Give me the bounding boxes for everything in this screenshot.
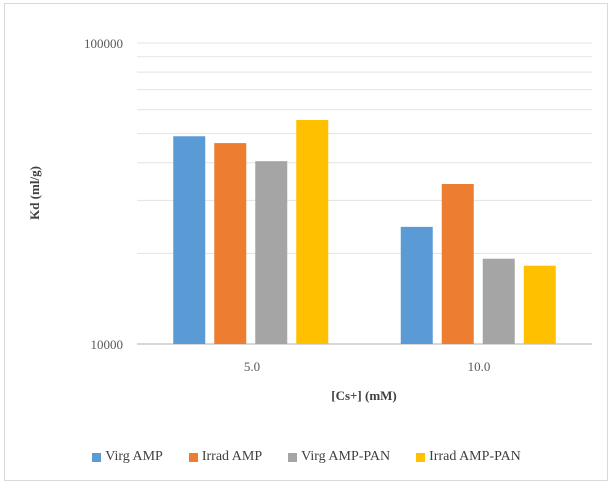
legend-item-virg-amp-pan: Virg AMP-PAN	[288, 449, 390, 465]
legend-label-virg-amp-pan: Virg AMP-PAN	[301, 449, 391, 464]
y-axis-title: Kd (ml/g)	[27, 166, 42, 220]
bar-irrad-amp-10-0	[441, 184, 474, 344]
legend-label-irrad-amp-pan: Irrad AMP-PAN	[429, 449, 521, 464]
legend-item-irrad-amp-pan: Irrad AMP-PAN	[416, 449, 521, 465]
legend: Virg AMP Irrad AMP Virg AMP-PAN Irrad AM…	[0, 449, 613, 465]
x-axis-title: [Cs+] (mM)	[331, 388, 397, 403]
legend-swatch-virg-amp-pan	[288, 452, 298, 462]
y-tick-bottom: 10000	[91, 337, 124, 352]
legend-label-irrad-amp: Irrad AMP	[201, 449, 263, 464]
bar-virg-amp-10-0	[400, 226, 433, 344]
y-tick-top: 100000	[84, 36, 123, 51]
bar-virg-amp-5-0	[173, 136, 206, 344]
legend-swatch-irrad-amp-pan	[416, 452, 426, 462]
x-tick-1: 5.0	[244, 359, 260, 374]
legend-swatch-virg-amp	[92, 452, 102, 462]
gridlines	[137, 42, 592, 345]
bar-irrad-amp-5-0	[214, 143, 247, 344]
legend-item-virg-amp: Virg AMP	[92, 449, 163, 465]
x-tick-2: 10.0	[468, 359, 491, 374]
bar-virg-amp-pan-5-0	[255, 161, 288, 344]
legend-label-virg-amp: Virg AMP	[105, 449, 163, 464]
bars	[173, 119, 556, 345]
bar-virg-amp-pan-10-0	[482, 258, 515, 344]
legend-item-irrad-amp: Irrad AMP	[188, 449, 263, 465]
bar-irrad-amp-pan-10-0	[523, 265, 556, 344]
legend-swatch-irrad-amp	[188, 452, 198, 462]
bar-irrad-amp-pan-5-0	[296, 119, 329, 345]
